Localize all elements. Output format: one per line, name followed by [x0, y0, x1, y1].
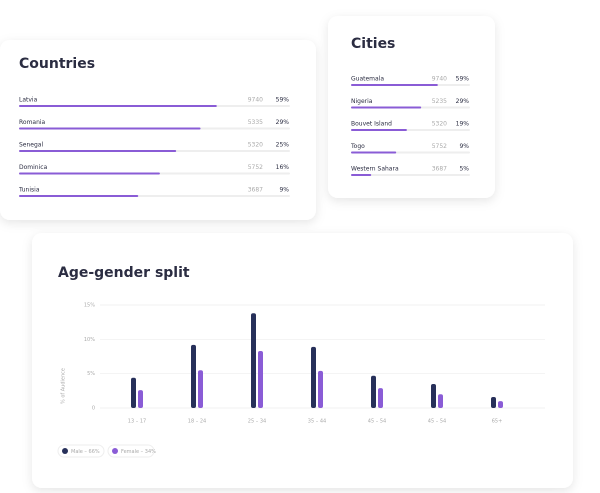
row-count: 3687	[432, 166, 447, 173]
bar	[131, 377, 136, 408]
row-count: 5235	[432, 98, 447, 105]
progress-bar	[19, 172, 160, 175]
row-count: 5752	[432, 143, 447, 150]
y-tick-label: 5%	[87, 371, 95, 377]
progress-bar	[351, 151, 397, 154]
y-tick-label: 0	[92, 406, 95, 412]
row-percent: 9%	[279, 187, 289, 194]
progress-bar	[19, 127, 201, 130]
x-tick-label: 45 – 54	[428, 419, 446, 425]
x-tick-label: 18 – 24	[188, 419, 206, 425]
progress-bar	[19, 105, 217, 107]
legend-item	[57, 444, 105, 458]
countries-card	[0, 40, 316, 220]
x-tick-label: 25 – 34	[248, 419, 266, 425]
row-percent: 9%	[459, 143, 469, 150]
bar	[198, 370, 203, 408]
legend-label: Female – 34%	[121, 449, 156, 455]
bar	[371, 375, 376, 408]
bar	[318, 370, 323, 408]
bar	[491, 397, 496, 408]
y-tick-label: 15%	[84, 303, 95, 309]
row-count: 9740	[248, 97, 263, 104]
row-name: Senegal	[19, 142, 43, 149]
bar	[311, 346, 316, 408]
row-count: 5320	[248, 142, 263, 149]
row-percent: 19%	[456, 121, 470, 128]
x-tick-label: 65+	[492, 419, 503, 425]
legend-label: Male – 66%	[71, 449, 100, 455]
bar	[191, 344, 196, 408]
row-percent: 5%	[459, 166, 469, 173]
legend-item	[107, 444, 155, 458]
progress-bar	[19, 195, 139, 197]
row-name: Western Sahara	[351, 166, 399, 173]
progress-track	[351, 174, 470, 176]
row-name: Nigeria	[351, 98, 373, 105]
bar	[438, 394, 443, 408]
row-percent: 59%	[276, 97, 290, 104]
row-name: Romania	[19, 119, 46, 126]
row-count: 3687	[248, 187, 263, 194]
bar	[251, 313, 256, 408]
chart-card	[32, 233, 573, 488]
progress-bar	[351, 129, 407, 131]
bar	[258, 351, 263, 408]
row-percent: 29%	[276, 119, 290, 126]
progress-bar	[19, 150, 177, 152]
card-title: Cities	[351, 36, 395, 52]
row-percent: 16%	[276, 164, 290, 171]
legend-swatch	[112, 448, 118, 454]
row-percent: 29%	[456, 98, 470, 105]
bar	[431, 383, 436, 408]
progress-bar	[351, 84, 438, 86]
row-name: Togo	[350, 143, 365, 150]
row-count: 9740	[432, 76, 447, 83]
row-count: 5752	[248, 164, 263, 171]
y-tick-label: 10%	[84, 337, 95, 343]
row-name: Bouvet Island	[351, 121, 392, 128]
x-tick-label: 35 – 44	[308, 419, 326, 425]
row-count: 5320	[432, 121, 447, 128]
x-tick-label: 13 – 17	[128, 419, 146, 425]
progress-bar	[351, 174, 372, 176]
x-tick-label: 45 – 54	[368, 419, 386, 425]
bar	[378, 388, 383, 408]
row-name: Tunisia	[18, 187, 40, 194]
row-name: Guatemala	[351, 76, 384, 83]
bar	[138, 390, 143, 408]
row-percent: 25%	[276, 142, 290, 149]
row-count: 5335	[248, 119, 263, 126]
progress-bar	[351, 106, 422, 109]
row-name: Dominica	[19, 164, 48, 171]
bar	[498, 401, 503, 408]
legend-swatch	[62, 448, 68, 454]
row-name: Latvia	[19, 97, 38, 104]
chart-title: Age-gender split	[58, 265, 190, 281]
row-percent: 59%	[456, 76, 470, 83]
card-title: Countries	[19, 56, 95, 72]
y-axis-label: % of Audience	[61, 368, 67, 404]
